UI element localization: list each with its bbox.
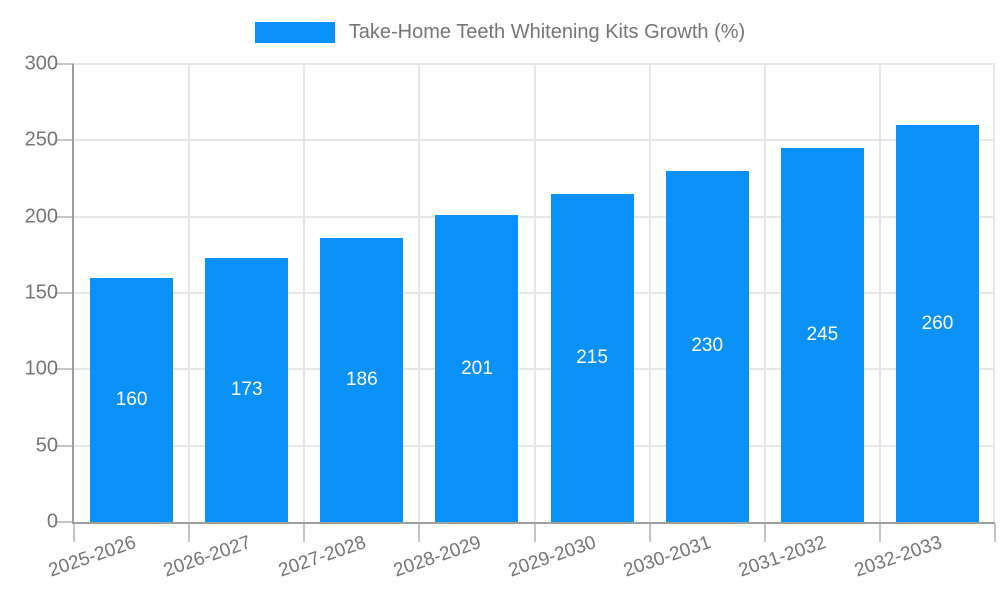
bar-value-label: 201 (461, 357, 493, 379)
bar[interactable]: 230 (665, 170, 749, 522)
y-tick-label: 300 (24, 52, 58, 75)
gridline-vertical (764, 64, 766, 522)
y-tick-label: 0 (46, 510, 58, 533)
x-tick-mark (763, 524, 766, 542)
y-tick-mark (55, 444, 74, 447)
y-tick-mark (55, 292, 74, 294)
gridline-vertical (649, 64, 651, 522)
plot-inner: 160 173 186 201 215 230 245 260 (74, 63, 995, 522)
gridline-vertical (879, 64, 881, 522)
gridline-vertical (418, 64, 420, 522)
plot-area: 160 173 186 201 215 230 245 260 (72, 63, 995, 524)
y-tick-label: 150 (24, 281, 58, 304)
y-tick-mark (55, 521, 74, 523)
y-tick-label: 50 (35, 434, 58, 457)
bar-value-label: 230 (691, 335, 724, 357)
y-tick-mark (55, 63, 74, 65)
y-tick-mark (55, 368, 74, 371)
x-tick-mark (303, 524, 306, 542)
bar[interactable]: 201 (435, 215, 519, 522)
x-tick-label: 2025-2026 (45, 532, 139, 582)
bar-value-label: 245 (806, 323, 839, 345)
bar[interactable]: 186 (320, 238, 404, 522)
bar[interactable]: 215 (550, 193, 634, 522)
bar[interactable]: 160 (90, 277, 174, 522)
x-tick-label: 2032-2033 (851, 532, 945, 582)
x-tick-mark (73, 524, 75, 542)
x-tick-mark (418, 524, 421, 542)
legend-swatch (254, 21, 335, 43)
x-tick-mark (648, 524, 651, 542)
y-tick-label: 200 (24, 205, 58, 228)
bar-value-label: 160 (115, 388, 148, 410)
x-tick-label: 2030-2031 (621, 532, 715, 582)
x-tick-mark (533, 524, 536, 542)
y-tick-label: 100 (24, 357, 58, 380)
x-tick-mark (878, 524, 881, 542)
gridline-vertical (188, 64, 190, 522)
x-tick-mark (188, 524, 191, 542)
gridline-vertical (303, 64, 305, 522)
bar-value-label: 173 (230, 378, 263, 400)
x-tick-mark (994, 524, 996, 542)
gridline-vertical (534, 64, 536, 522)
bar[interactable]: 260 (895, 125, 979, 522)
y-tick-label: 250 (24, 128, 58, 151)
legend-label: Take-Home Teeth Whitening Kits Growth (%… (348, 20, 746, 43)
legend[interactable]: Take-Home Teeth Whitening Kits Growth (%… (0, 20, 1000, 44)
gridline-vertical (993, 64, 995, 522)
x-tick-label: 2027-2028 (275, 532, 369, 582)
y-tick-mark (55, 215, 74, 218)
bar-value-label: 215 (576, 346, 608, 368)
bar[interactable]: 245 (780, 147, 864, 522)
bar-value-label: 260 (921, 312, 954, 334)
bar[interactable]: 173 (205, 257, 289, 522)
x-tick-label: 2026-2027 (160, 532, 254, 582)
y-tick-mark (55, 139, 74, 142)
x-tick-label: 2031-2032 (736, 532, 830, 582)
x-tick-label: 2028-2029 (391, 532, 484, 582)
x-tick-label: 2029-2030 (506, 532, 599, 582)
bar-value-label: 186 (345, 369, 378, 391)
